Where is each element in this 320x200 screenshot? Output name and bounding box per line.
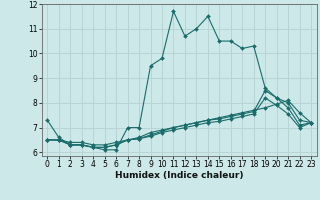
X-axis label: Humidex (Indice chaleur): Humidex (Indice chaleur): [115, 171, 244, 180]
